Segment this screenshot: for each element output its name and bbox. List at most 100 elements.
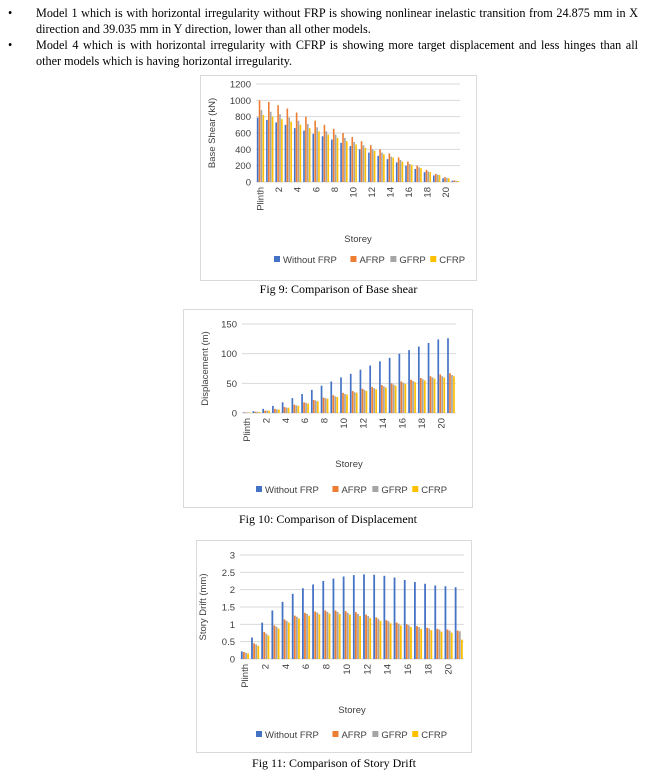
bar-cfrp — [336, 396, 339, 413]
bar-afrp — [274, 408, 276, 413]
bar-afrp — [273, 625, 276, 659]
bar-afrp — [293, 404, 296, 413]
bar-gfrp — [285, 407, 288, 413]
bar-gfrp — [448, 630, 451, 659]
bar-cfrp — [385, 387, 387, 413]
bar-gfrp — [246, 412, 249, 413]
x-tick-label: 2 — [261, 418, 272, 423]
legend-swatch — [412, 731, 419, 737]
legend-label: GFRP — [381, 730, 407, 741]
bar-without-frp — [252, 411, 255, 413]
bullet-dot: • — [8, 38, 13, 52]
y-tick-label: 3 — [230, 551, 235, 562]
bar-afrp — [314, 611, 317, 659]
bar-without-frp — [427, 342, 430, 413]
x-tick-label: 16 — [398, 418, 409, 429]
x-tick-label: 4 — [293, 187, 304, 192]
bar-cfrp — [316, 401, 319, 413]
bar-gfrp — [325, 131, 328, 182]
bar-afrp — [344, 611, 347, 659]
bar-afrp — [286, 108, 289, 182]
bar-cfrp — [401, 161, 404, 182]
y-tick-label: 150 — [221, 320, 237, 331]
bar-gfrp — [295, 405, 298, 413]
bar-gfrp — [412, 380, 414, 413]
bar-gfrp — [402, 382, 405, 413]
bar-without-frp — [444, 586, 447, 659]
bar-cfrp — [460, 639, 463, 659]
bar-gfrp — [441, 376, 444, 413]
bar-gfrp — [306, 613, 308, 659]
bar-without-frp — [302, 588, 304, 659]
x-tick-label: 12 — [362, 664, 373, 675]
bar-without-frp — [358, 149, 361, 182]
bar-cfrp — [440, 631, 443, 659]
bar-cfrp — [429, 172, 432, 182]
bar-afrp — [360, 141, 363, 182]
legend-swatch — [274, 256, 280, 262]
bar-without-frp — [312, 584, 314, 659]
bar-afrp — [419, 377, 422, 413]
bar-afrp — [400, 381, 403, 413]
bar-afrp — [425, 169, 428, 182]
bar-cfrp — [308, 615, 311, 659]
y-tick-label: 0 — [230, 655, 235, 666]
bar-without-frp — [330, 381, 333, 413]
bar-gfrp — [455, 180, 457, 182]
x-tick-label: 2 — [274, 187, 285, 192]
bar-afrp — [293, 615, 296, 659]
bar-without-frp — [271, 610, 274, 659]
bar-without-frp — [332, 578, 335, 659]
y-tick-label: 50 — [226, 379, 237, 390]
bar-afrp — [243, 652, 245, 659]
legend-swatch — [256, 731, 262, 737]
bar-afrp — [334, 610, 337, 659]
x-tick-label: 16 — [403, 664, 414, 675]
bar-cfrp — [297, 405, 300, 413]
x-tick-label: 18 — [417, 418, 428, 429]
x-tick-label: 14 — [385, 187, 396, 198]
bar-gfrp — [438, 629, 441, 659]
bar-without-frp — [377, 155, 379, 182]
x-tick-label: 10 — [339, 418, 350, 429]
bar-without-frp — [437, 339, 440, 413]
bar-gfrp — [381, 152, 383, 182]
bar-cfrp — [423, 380, 426, 413]
bar-without-frp — [349, 373, 352, 413]
bar-cfrp — [248, 412, 251, 413]
bar-gfrp — [256, 411, 259, 413]
legend-swatch — [332, 486, 339, 492]
bar-afrp — [381, 385, 383, 413]
bullet-item: • Model 1 which is with horizontal irreg… — [8, 6, 638, 37]
bar-gfrp — [245, 652, 247, 659]
bar-gfrp — [387, 621, 390, 659]
y-tick-label: 400 — [235, 145, 251, 156]
bar-without-frp — [340, 377, 342, 413]
bar-gfrp — [418, 627, 420, 659]
x-tick-label: 8 — [322, 664, 333, 669]
bar-without-frp — [272, 405, 274, 413]
bar-without-frp — [266, 119, 268, 182]
bar-cfrp — [457, 181, 459, 182]
story-drift-chart: 0 0.5 1 1.5 2 2.5 3 Plinth 2 4 6 8 10 12 14 16 18 20 Store… — [196, 540, 472, 753]
bar-without-frp — [321, 136, 324, 182]
bar-afrp — [355, 612, 357, 659]
legend-swatch — [350, 256, 357, 262]
bullet-text: Model 4 which is with horizontal irregul… — [36, 38, 638, 68]
bar-cfrp — [433, 378, 436, 413]
y-tick-label: 1 — [230, 620, 235, 631]
bar-gfrp — [316, 612, 319, 659]
bar-cfrp — [443, 377, 446, 413]
bar-without-frp — [284, 124, 287, 182]
bar-afrp — [332, 128, 335, 182]
bar-cfrp — [318, 131, 320, 182]
bar-cfrp — [355, 144, 357, 182]
bar-afrp — [312, 399, 315, 413]
bar-gfrp — [409, 164, 411, 182]
legend-label: AFRP — [359, 255, 384, 266]
bar-afrp — [390, 383, 393, 413]
bar-without-frp — [240, 651, 243, 659]
bar-afrp — [429, 376, 432, 413]
x-axis-title: Storey — [338, 705, 366, 716]
bar-cfrp — [420, 168, 422, 182]
